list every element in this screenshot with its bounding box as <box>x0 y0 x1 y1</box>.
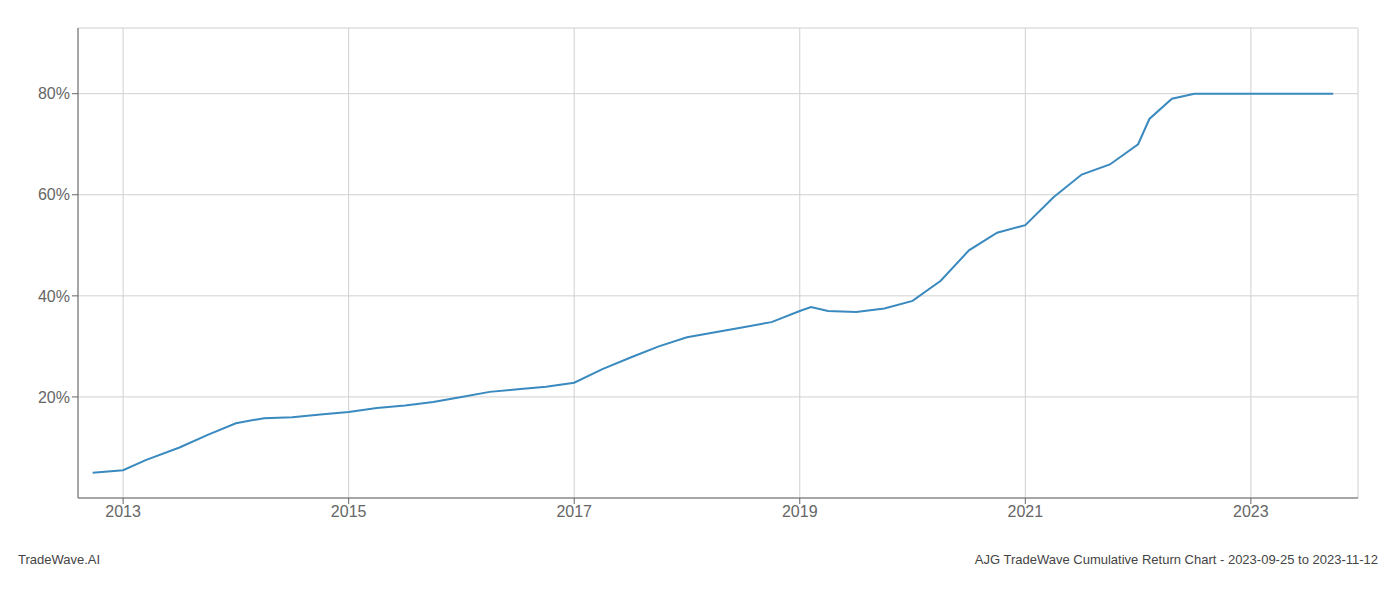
svg-text:60%: 60% <box>38 186 70 203</box>
svg-text:2015: 2015 <box>331 503 367 520</box>
svg-text:20%: 20% <box>38 389 70 406</box>
svg-text:2023: 2023 <box>1233 503 1269 520</box>
svg-text:80%: 80% <box>38 85 70 102</box>
svg-text:2019: 2019 <box>782 503 818 520</box>
svg-text:40%: 40% <box>38 288 70 305</box>
svg-text:2013: 2013 <box>105 503 141 520</box>
svg-text:2021: 2021 <box>1008 503 1044 520</box>
html-text:TradeWave.AI: TradeWave.AI <box>18 552 101 567</box>
svg-text:2017: 2017 <box>556 503 592 520</box>
html-text:AJG TradeWave Cumulative Retur: AJG TradeWave Cumulative Return Chart - … <box>974 552 1378 567</box>
